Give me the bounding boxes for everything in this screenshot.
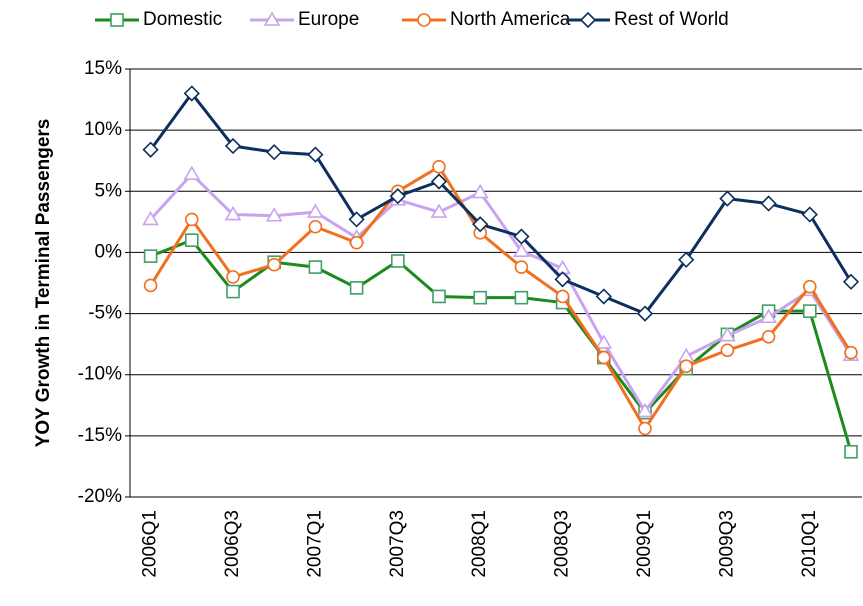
marker [183, 165, 201, 180]
x-tick-label: 2007Q3 [387, 510, 408, 578]
marker [226, 270, 240, 284]
marker [142, 210, 159, 226]
y-tick-label: 10% [84, 119, 122, 140]
marker [844, 444, 858, 459]
marker [142, 141, 159, 158]
y-tick-label: 0% [95, 241, 123, 262]
marker [513, 242, 530, 258]
marker [679, 359, 694, 373]
marker [760, 308, 777, 324]
marker [802, 279, 817, 294]
y-tick-label: -15% [78, 425, 122, 446]
marker [349, 235, 364, 250]
legend-label: Rest of World [614, 9, 729, 30]
marker [226, 284, 240, 299]
x-tick-label: 2010Q1 [799, 510, 820, 578]
marker [636, 402, 654, 418]
marker [266, 144, 283, 161]
y-tick-label: 5% [95, 180, 123, 201]
marker [224, 137, 242, 155]
marker [596, 350, 611, 365]
x-tick-label: 2008Q3 [552, 510, 573, 578]
marker [390, 254, 405, 268]
marker [263, 11, 281, 26]
series-line [149, 91, 853, 316]
marker [308, 260, 323, 274]
marker [183, 85, 200, 102]
x-tick-label: 2009Q1 [634, 510, 655, 578]
marker [638, 421, 652, 436]
marker [842, 273, 860, 290]
marker [143, 278, 158, 293]
marker [417, 13, 431, 27]
marker [430, 203, 448, 218]
marker [595, 288, 612, 305]
marker [801, 206, 818, 223]
y-axis-label: YOY Growth in Terminal Passengers [33, 119, 54, 448]
marker [514, 290, 529, 305]
legend-item: Europe [250, 9, 359, 30]
marker [307, 203, 324, 218]
legend-label: Domestic [143, 9, 222, 30]
x-tick-label: 2009Q3 [716, 510, 737, 578]
marker [224, 205, 242, 221]
marker [761, 330, 776, 344]
marker [760, 195, 777, 212]
y-tick-label: -10% [78, 364, 122, 385]
series [143, 233, 858, 459]
marker [720, 343, 735, 358]
x-tick-label: 2007Q1 [304, 510, 325, 578]
marker [472, 216, 489, 233]
legend-item: North America [402, 9, 571, 30]
y-tick-label: 15% [84, 58, 122, 79]
marker [110, 13, 124, 27]
x-tick-label: 2006Q1 [140, 510, 161, 578]
marker [430, 173, 448, 190]
marker [514, 260, 529, 274]
y-tick-label: -20% [78, 486, 122, 507]
series-line [149, 165, 853, 431]
marker [636, 305, 654, 322]
legend-item: Rest of World [566, 9, 729, 30]
y-tick-label: -5% [88, 303, 122, 324]
x-tick-label: 2006Q3 [222, 510, 243, 578]
series-line [149, 172, 853, 413]
series [142, 165, 860, 418]
marker [473, 290, 488, 305]
legend-item: Domestic [95, 9, 222, 30]
marker [471, 183, 489, 199]
marker [185, 212, 199, 227]
marker [348, 211, 365, 228]
legend-label: North America [450, 9, 571, 30]
marker [389, 188, 406, 205]
series-line [150, 238, 853, 453]
marker [719, 190, 736, 207]
marker [554, 271, 571, 288]
marker [719, 326, 736, 342]
marker [513, 228, 530, 245]
marker [595, 334, 613, 349]
marker [432, 289, 446, 304]
marker [678, 251, 695, 268]
marker [579, 11, 597, 29]
marker [308, 219, 323, 234]
series [143, 160, 858, 436]
marker [844, 345, 858, 360]
marker [432, 160, 446, 174]
legend-label: Europe [298, 9, 359, 30]
marker [265, 207, 283, 222]
marker [349, 281, 364, 295]
marker [307, 146, 324, 163]
marker [802, 304, 817, 318]
marker [267, 257, 282, 272]
x-tick-label: 2008Q1 [469, 510, 490, 578]
series [142, 85, 860, 322]
marker [555, 289, 570, 304]
marker [185, 233, 199, 247]
marker [143, 249, 158, 263]
